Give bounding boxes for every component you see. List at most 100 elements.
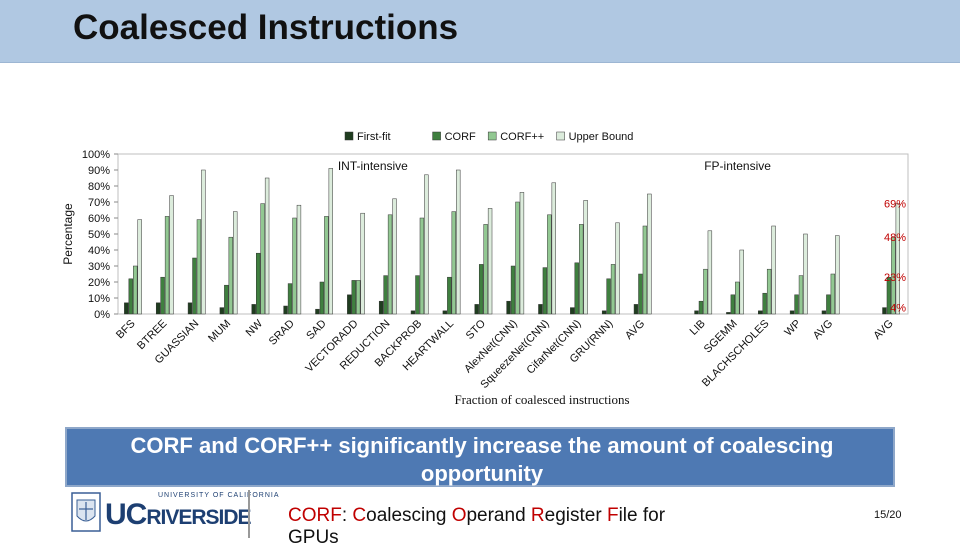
- bar: [378, 300, 384, 315]
- bar: [356, 280, 361, 315]
- legend-swatch: [556, 131, 565, 141]
- group-label: FP-intensive: [704, 159, 771, 173]
- value-annotation: 4%: [890, 303, 906, 315]
- y-tick-label: 50%: [88, 229, 110, 241]
- bar: [483, 224, 488, 315]
- footer-divider: [248, 490, 250, 538]
- bar: [698, 300, 704, 315]
- x-tick-label: AVG: [623, 318, 647, 342]
- bar: [283, 305, 288, 315]
- bar: [201, 169, 206, 315]
- y-tick-label: 0%: [94, 309, 110, 321]
- page-number: 15/20: [874, 509, 902, 521]
- bar: [228, 236, 233, 315]
- bar: [187, 302, 193, 315]
- bar: [155, 302, 161, 315]
- y-tick-label: 10%: [88, 293, 110, 305]
- bar: [538, 304, 543, 315]
- slide-title: Coalesced Instructions: [73, 8, 459, 47]
- y-tick-label: 100%: [82, 149, 110, 161]
- bar: [789, 310, 795, 315]
- bar: [424, 174, 429, 315]
- bar: [351, 280, 356, 315]
- bar: [730, 294, 735, 315]
- legend-label: CORF++: [500, 131, 544, 143]
- bar: [707, 230, 713, 315]
- legend-swatch: [432, 131, 441, 141]
- bar: [256, 252, 261, 315]
- legend-label: Upper Bound: [569, 131, 634, 143]
- bar: [551, 182, 556, 315]
- legend-label: CORF: [445, 131, 476, 143]
- bar: [694, 310, 699, 315]
- y-tick-label: 30%: [88, 261, 110, 273]
- bar: [895, 203, 901, 315]
- bar: [474, 304, 479, 315]
- conclusion-banner: CORF and CORF++ significantly increase t…: [65, 427, 895, 487]
- footer-caption: CORF: Coalescing Operand Register File f…: [288, 505, 708, 549]
- bar: [606, 278, 611, 315]
- logo-top-text: UNIVERSITY OF CALIFORNIA: [158, 492, 280, 499]
- university-logo: [71, 492, 101, 532]
- bar: [192, 257, 197, 315]
- legend-label: First-fit: [357, 131, 391, 143]
- bar: [315, 308, 320, 315]
- bar: [442, 310, 448, 315]
- bar: [292, 217, 297, 315]
- bar: [383, 275, 388, 315]
- bar: [478, 264, 484, 315]
- bar: [169, 195, 174, 315]
- y-tick-label: 70%: [88, 197, 110, 209]
- bar: [506, 300, 511, 315]
- legend-swatch: [344, 131, 354, 141]
- bar: [137, 219, 142, 315]
- bar: [542, 267, 548, 315]
- y-tick-label: 80%: [88, 181, 110, 193]
- bar: [726, 312, 731, 315]
- y-tick-label: 40%: [88, 245, 110, 257]
- bar: [633, 304, 639, 315]
- bar: [574, 262, 579, 315]
- x-tick-label: LIB: [688, 318, 708, 338]
- x-tick-label: BFS: [114, 318, 138, 342]
- bar: [415, 275, 420, 315]
- bar: [164, 216, 170, 315]
- bar: [798, 275, 804, 315]
- legend-swatch: [487, 131, 497, 141]
- y-tick-label: 90%: [88, 165, 110, 177]
- bar: [451, 211, 456, 315]
- x-axis-label: Fraction of coalesced instructions: [454, 392, 629, 407]
- bar: [735, 281, 740, 315]
- bar: [739, 249, 744, 315]
- bar: [547, 214, 552, 315]
- bar: [821, 310, 827, 315]
- bar: [771, 225, 776, 315]
- footer-corf: CORF: [288, 505, 342, 526]
- x-tick-label: AVG: [811, 318, 835, 342]
- group-label: INT-intensive: [338, 159, 408, 173]
- value-annotation: 69%: [884, 199, 906, 211]
- value-annotation: 48%: [884, 232, 906, 244]
- bar: [570, 307, 575, 315]
- bar: [419, 217, 425, 315]
- bar: [128, 278, 133, 315]
- bar: [360, 212, 365, 315]
- bar: [251, 304, 256, 315]
- x-tick-label: MUM: [206, 318, 233, 345]
- bar: [882, 307, 887, 315]
- bar: [224, 284, 229, 315]
- bar: [519, 192, 525, 315]
- bar: [324, 216, 329, 315]
- x-tick-label: WP: [782, 318, 803, 339]
- bar: [456, 169, 461, 315]
- bar: [803, 233, 808, 315]
- bar: [392, 198, 397, 315]
- bar: [124, 302, 129, 315]
- bar: [891, 236, 896, 315]
- x-tick-label: SRAD: [267, 318, 297, 348]
- bar: [515, 201, 520, 315]
- bar: [319, 281, 325, 315]
- bar: [583, 200, 588, 315]
- footer: [0, 487, 960, 540]
- x-tick-label: AVG: [871, 318, 895, 342]
